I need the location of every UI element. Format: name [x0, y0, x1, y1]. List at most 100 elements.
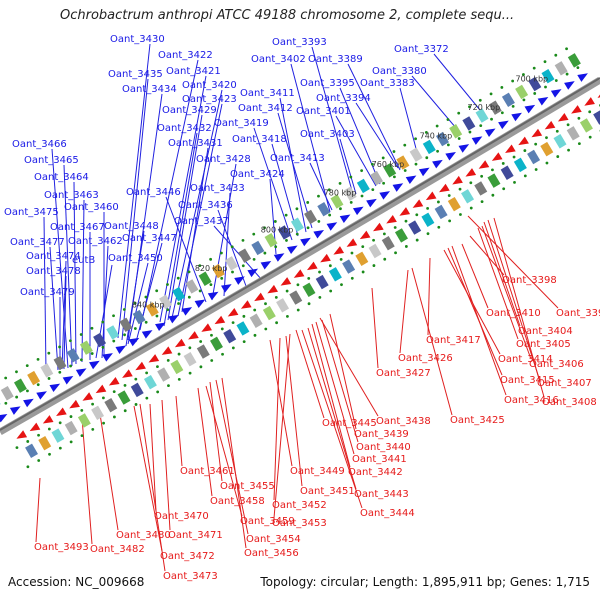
gene-label-oant_3446[interactable]: Oant_3446 — [126, 187, 181, 198]
gene-label-eutb[interactable]: eutB — [72, 255, 95, 266]
gene-label-oant_3449[interactable]: Oant_3449 — [290, 466, 345, 477]
gene-label-oant_3462[interactable]: Oant_3462 — [68, 236, 123, 247]
gene-label-oant_3480[interactable]: Oant_3480 — [116, 530, 171, 541]
gene-label-oant_3477[interactable]: Oant_3477 — [10, 237, 65, 248]
gene-label-oant_3416[interactable]: Oant_3416 — [504, 395, 559, 406]
gene-label-oant_3475[interactable]: Oant_3475 — [4, 207, 59, 218]
gene-label-oant_3403[interactable]: Oant_3403 — [300, 129, 355, 140]
gene-label-oant_3435[interactable]: Oant_3435 — [108, 69, 163, 80]
forward-gene-arrow — [155, 322, 166, 331]
gene-label-oant_3419[interactable]: Oant_3419 — [214, 118, 269, 129]
gene-label-oant_3417[interactable]: Oant_3417 — [426, 335, 481, 346]
track-dot — [220, 327, 224, 331]
gene-label-oant_3460[interactable]: Oant_3460 — [64, 202, 119, 213]
gene-label-oant_3430[interactable]: Oant_3430 — [110, 34, 165, 45]
gene-label-oant_3412[interactable]: Oant_3412 — [238, 103, 293, 114]
gene-label-oant_3464[interactable]: Oant_3464 — [34, 172, 89, 183]
gene-label-oant_3393[interactable]: Oant_3393 — [272, 37, 327, 48]
gene-label-oant_3448[interactable]: Oant_3448 — [104, 221, 159, 232]
gene-label-oant_3404[interactable]: Oant_3404 — [518, 326, 573, 337]
gene-label-oant_3402[interactable]: Oant_3402 — [251, 54, 306, 65]
gene-label-oant_3408[interactable]: Oant_3408 — [542, 397, 597, 408]
gene-label-oant_3405[interactable]: Oant_3405 — [516, 339, 571, 350]
gene-label-oant_3473[interactable]: Oant_3473 — [163, 571, 218, 582]
gene-label-oant_3396[interactable]: Oant_3396 — [556, 308, 600, 319]
gene-label-oant_3383[interactable]: Oant_3383 — [360, 78, 415, 89]
gene-label-oant_3434[interactable]: Oant_3434 — [122, 84, 177, 95]
gene-label-oant_3458[interactable]: Oant_3458 — [210, 496, 265, 507]
gene-label-oant_3456[interactable]: Oant_3456 — [244, 548, 299, 559]
gene-label-oant_3439[interactable]: Oant_3439 — [354, 429, 409, 440]
gene-label-oant_3459[interactable]: Oant_3459 — [240, 516, 295, 527]
forward-gene-arrow — [207, 291, 219, 301]
gene-label-oant_3372[interactable]: Oant_3372 — [394, 44, 449, 55]
feature-block — [541, 68, 555, 84]
gene-label-oant_3431[interactable]: Oant_3431 — [168, 138, 223, 149]
gene-label-oant_3441[interactable]: Oant_3441 — [352, 454, 407, 465]
gene-label-oant_3436[interactable]: Oant_3436 — [178, 200, 233, 211]
gene-label-oant_3440[interactable]: Oant_3440 — [356, 442, 411, 453]
gene-label-oant_3463[interactable]: Oant_3463 — [44, 190, 99, 201]
gene-label-oant_3425[interactable]: Oant_3425 — [450, 415, 505, 426]
gene-label-oant_3467[interactable]: Oant_3467 — [50, 222, 105, 233]
gene-label-oant_3471[interactable]: Oant_3471 — [168, 530, 223, 541]
gene-label-oant_3398[interactable]: Oant_3398 — [502, 275, 557, 286]
gene-label-oant_3478[interactable]: Oant_3478 — [26, 266, 81, 277]
gene-label-oant_3394[interactable]: Oant_3394 — [316, 93, 371, 104]
gene-label-oant_3433[interactable]: Oant_3433 — [190, 183, 245, 194]
gene-label-oant_3454[interactable]: Oant_3454 — [246, 534, 301, 545]
feature-block — [262, 305, 276, 321]
gene-label-oant_3472[interactable]: Oant_3472 — [160, 551, 215, 562]
gene-label-oant_3406[interactable]: Oant_3406 — [529, 359, 584, 370]
gene-label-oant_3424[interactable]: Oant_3424 — [230, 169, 285, 180]
gene-label-oant_3465[interactable]: Oant_3465 — [24, 155, 79, 166]
track-dot — [393, 175, 396, 179]
gene-label-oant_3389[interactable]: Oant_3389 — [308, 54, 363, 65]
gene-label-oant_3401[interactable]: Oant_3401 — [296, 106, 351, 117]
gene-label-oant_3422[interactable]: Oant_3422 — [158, 50, 213, 61]
gene-label-oant_3493[interactable]: Oant_3493 — [34, 542, 89, 553]
gene-label-oant_3423[interactable]: Oant_3423 — [182, 94, 237, 105]
gene-label-oant_3437[interactable]: Oant_3437 — [174, 216, 229, 227]
gene-label-oant_3443[interactable]: Oant_3443 — [354, 489, 409, 500]
track-dot — [80, 434, 84, 438]
forward-gene-arrow — [498, 120, 509, 130]
gene-label-oant_3411[interactable]: Oant_3411 — [240, 88, 295, 99]
gene-label-oant_3474[interactable]: Oant_3474 — [26, 251, 81, 262]
gene-label-oant_3421[interactable]: Oant_3421 — [166, 66, 221, 77]
gene-label-oant_3380[interactable]: Oant_3380 — [372, 66, 427, 77]
gene-label-oant_3470[interactable]: Oant_3470 — [154, 511, 209, 522]
gene-label-oant_3453[interactable]: Oant_3453 — [272, 518, 327, 529]
gene-label-oant_3438[interactable]: Oant_3438 — [376, 416, 431, 427]
gene-label-oant_3407[interactable]: Oant_3407 — [537, 378, 592, 389]
gene-label-oant_3466[interactable]: Oant_3466 — [12, 139, 67, 150]
gene-label-oant_3451[interactable]: Oant_3451 — [300, 486, 355, 497]
gene-label-oant_3413[interactable]: Oant_3413 — [270, 153, 325, 164]
gene-label-oant_3482[interactable]: Oant_3482 — [90, 544, 145, 555]
gene-label-oant_3428[interactable]: Oant_3428 — [196, 154, 251, 165]
gene-label-oant_3429[interactable]: Oant_3429 — [162, 105, 217, 116]
gene-label-oant_3414[interactable]: Oant_3414 — [498, 354, 553, 365]
gene-label-oant_3445[interactable]: Oant_3445 — [322, 418, 377, 429]
gene-label-oant_3418[interactable]: Oant_3418 — [232, 134, 287, 145]
pointer-line — [355, 102, 399, 169]
gene-label-oant_3461[interactable]: Oant_3461 — [180, 466, 235, 477]
gene-label-oant_3395[interactable]: Oant_3395 — [300, 78, 355, 89]
gene-label-oant_3415[interactable]: Oant_3415 — [500, 375, 555, 386]
gene-label-oant_3420[interactable]: Oant_3420 — [182, 80, 237, 91]
gene-label-oant_3447[interactable]: Oant_3447 — [122, 233, 177, 244]
track-dot — [479, 124, 483, 128]
gene-label-oant_3410[interactable]: Oant_3410 — [486, 308, 541, 319]
gene-label-oant_3442[interactable]: Oant_3442 — [348, 467, 403, 478]
gene-label-oant_3426[interactable]: Oant_3426 — [398, 353, 453, 364]
gene-label-oant_3452[interactable]: Oant_3452 — [272, 500, 327, 511]
gene-label-oant_3427[interactable]: Oant_3427 — [376, 368, 431, 379]
pointer-line — [215, 379, 249, 535]
gene-label-oant_3444[interactable]: Oant_3444 — [360, 508, 415, 519]
reverse-gene-arrow — [518, 136, 529, 146]
gene-label-oant_3479[interactable]: Oant_3479 — [20, 287, 75, 298]
gene-label-oant_3455[interactable]: Oant_3455 — [220, 481, 275, 492]
gene-label-oant_3450[interactable]: Oant_3450 — [108, 253, 163, 264]
gene-label-oant_3432[interactable]: Oant_3432 — [157, 123, 212, 134]
